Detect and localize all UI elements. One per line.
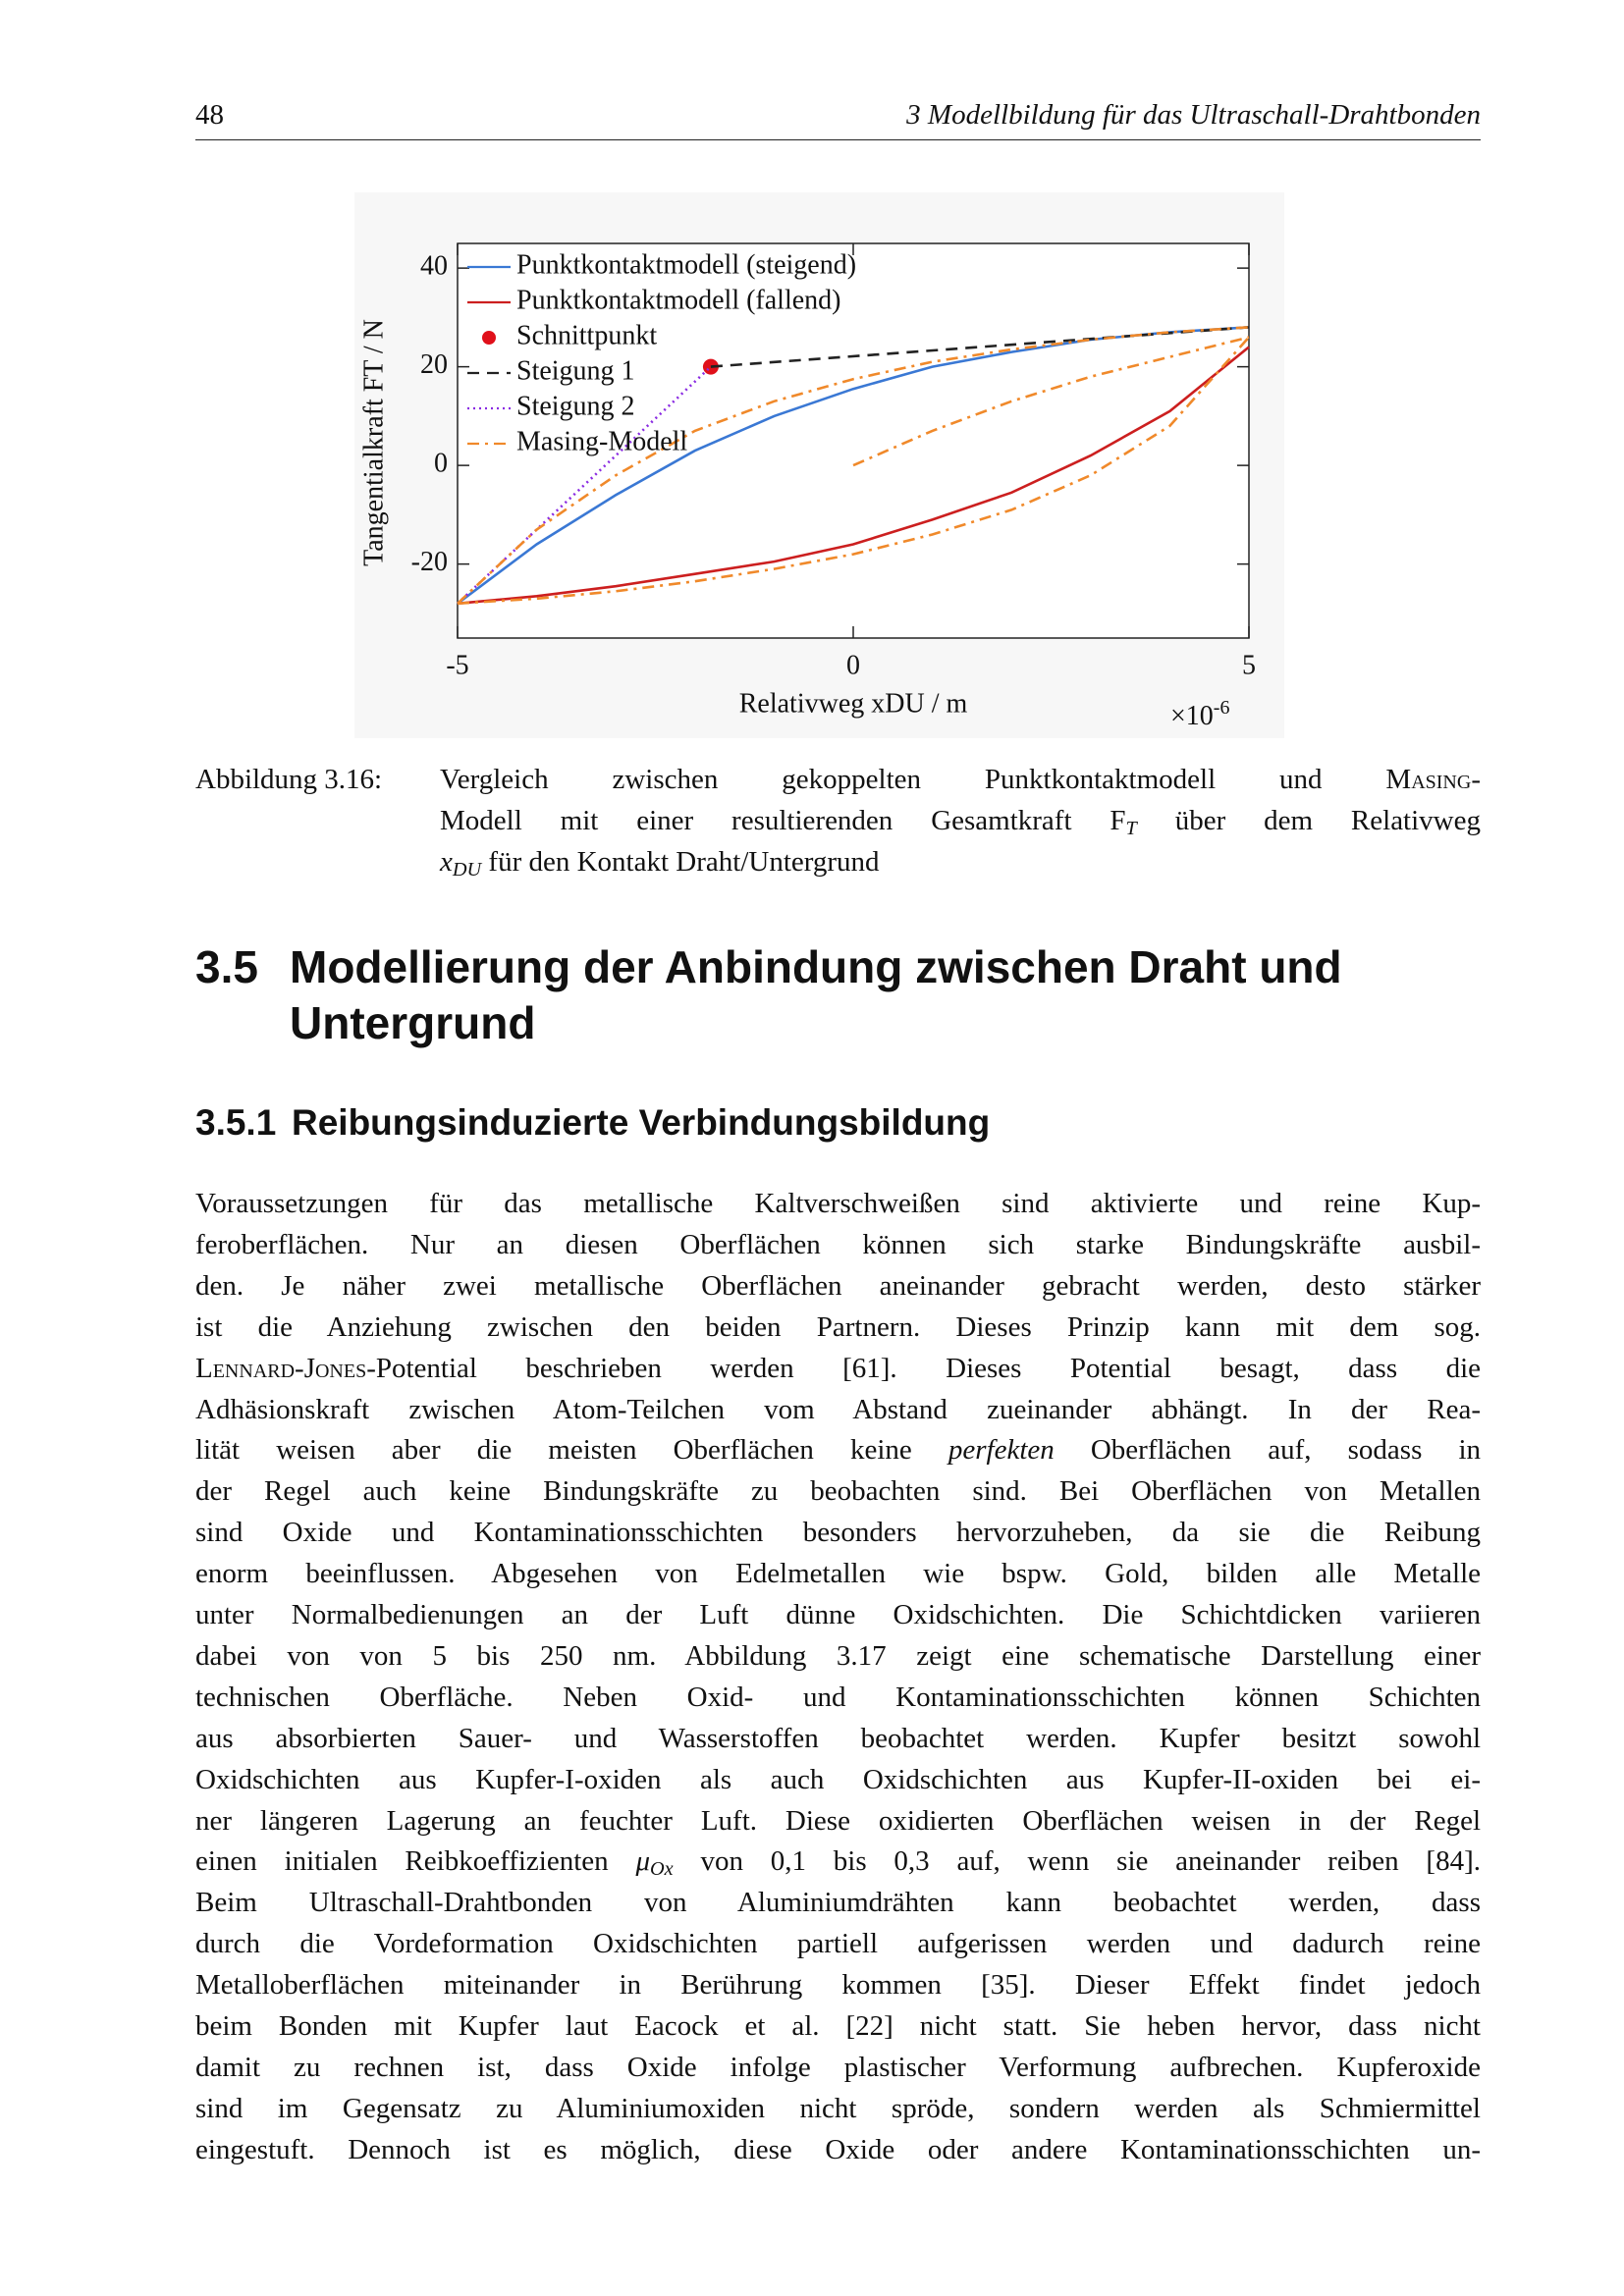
legend-label: Punktkontaktmodell (steigend) [516, 249, 856, 280]
text-line: xDU für den Kontakt Draht/Untergrund [440, 841, 1481, 890]
x-axis-label: Relativweg xDU / m [739, 688, 968, 719]
x-tick-label: 5 [1242, 650, 1256, 680]
text-line: unter Normalbedienungen an der Luft dünn… [195, 1599, 1481, 1630]
text-span: für den Kontakt Draht/Untergrund [481, 846, 880, 878]
legend-label: Punktkontaktmodell (fallend) [516, 285, 841, 315]
text-line: ist die Anziehung zwischen den beiden Pa… [195, 1310, 1481, 1343]
y-tick-label: 40 [420, 251, 448, 282]
text-line: aus absorbierten Sauer- und Wasserstoffe… [195, 1722, 1481, 1754]
text-line: durch die Vordeformation Oxidschichten p… [195, 1928, 1481, 1960]
legend-label: Masing-Modell [516, 426, 687, 456]
text-line: enorm beeinflussen. Abgesehen von Edelme… [195, 1558, 1481, 1590]
chart: -20 0 20 40 -5 0 5 Relativweg xDU / m Tangential… [354, 192, 1284, 738]
x-scale-base: ×10 [1170, 701, 1214, 731]
text-span: Oberflächen auf, sodass in [1054, 1434, 1481, 1467]
x-scale-label: ×10-6 [1170, 697, 1229, 732]
text-line: Metalloberflächen miteinander in Berühru… [195, 1969, 1481, 2002]
series-line [457, 326, 1250, 605]
text-span: x [440, 846, 453, 878]
text-line: Oxidschichten aus Kupfer-I-oxiden als au… [195, 1763, 1481, 1795]
text-line: Lennard-Jones-Potential beschrieben werd… [195, 1348, 1481, 1389]
running-title: 3 Modellbildung für das Ultraschall-Drah… [906, 99, 1481, 131]
text-line: eingestuft. Dennoch ist es möglich, dies… [195, 2133, 1481, 2165]
text-span: -Potential beschrieben werden [61]. Dies… [366, 1352, 1481, 1384]
text-span: Lennard-Jones [195, 1352, 367, 1384]
text-line: damit zu rechnen ist, dass Oxide infolge… [195, 2051, 1481, 2083]
y-tick-label: -20 [411, 547, 448, 577]
text-span: über dem Relativweg [1136, 805, 1481, 836]
text-line: sind Oxide und Kontaminationsschichten b… [195, 1517, 1481, 1549]
series-line [457, 346, 1250, 606]
section-number: 3.5 [195, 941, 258, 992]
text-line: den. Je näher zwei metallische Oberfläch… [195, 1269, 1481, 1302]
text-line: dabei von von 5 bis 250 nm. Abbildung 3.… [195, 1639, 1481, 1672]
series-line [457, 365, 712, 605]
text-span: Masing [1385, 764, 1472, 795]
text-span: Ox [650, 1858, 674, 1881]
legend-label: Steigung 1 [516, 355, 635, 386]
y-axis-label: Tangentialkraft FT / N [358, 319, 389, 566]
caption-label: Abbildung 3.16: [195, 764, 383, 795]
text-line: feroberflächen. Nur an diesen Oberfläche… [195, 1228, 1481, 1260]
section-title: Untergrund [290, 997, 536, 1048]
legend-label: Steigung 2 [516, 391, 635, 421]
text-line: einen initialen Reibkoeffizienten μOx vo… [195, 1841, 1481, 1890]
text-line: Adhäsionskraft zwischen Atom-Teilchen vo… [195, 1393, 1481, 1425]
text-line: technischen Oberfläche. Neben Oxid- und … [195, 1681, 1481, 1713]
text-line: Vergleich zwischen gekoppelten Punktkont… [440, 759, 1481, 800]
legend-marker [482, 331, 496, 345]
y-tick-label: 20 [420, 349, 448, 380]
text-span: lität weisen aber die meisten Oberfläche… [195, 1434, 948, 1467]
text-span: DU [452, 859, 482, 881]
text-line: ner längeren Lagerung an feuchter Luft. … [195, 1804, 1481, 1837]
text-span: einen initialen Reibkoeffizienten [195, 1845, 636, 1878]
page-number: 48 [195, 99, 224, 131]
subsection-title: Reibungsinduzierte Verbindungsbildung [292, 1102, 991, 1143]
text-line: Voraussetzungen für das metallische Kalt… [195, 1188, 1481, 1219]
text-span: μ [635, 1845, 650, 1878]
series-line [710, 326, 1250, 368]
text-line: der Regel auch keine Bindungskräfte zu b… [195, 1475, 1481, 1508]
subsection-number: 3.5.1 [195, 1102, 277, 1143]
text-line: beim Bonden mit Kupfer laut Eacock et al… [195, 2010, 1481, 2042]
legend-label: Schnittpunkt [516, 320, 657, 350]
text-span: Modell mit einer resultierenden Gesamtkr… [440, 805, 1126, 836]
series-line [457, 326, 1250, 606]
header-rule [195, 139, 1481, 140]
x-scale-exponent: -6 [1214, 697, 1230, 719]
text-line: lität weisen aber die meisten Oberfläche… [195, 1429, 1481, 1470]
y-tick-label: 0 [434, 449, 448, 479]
text-span: perfekten [947, 1434, 1055, 1467]
text-span: Vergleich zwischen gekoppelten Punktkont… [440, 764, 1386, 795]
x-tick-label: 0 [846, 650, 860, 680]
text-span: T [1125, 818, 1137, 840]
section-title: Modellierung der Anbindung zwischen Drah… [290, 941, 1342, 992]
text-line: Beim Ultraschall-Drahtbonden von Alumini… [195, 1887, 1481, 1919]
text-span: von 0,1 bis 0,3 auf, wenn sie aneinander… [673, 1845, 1481, 1878]
text-line: sind im Gegensatz zu Aluminiumoxiden nic… [195, 2092, 1481, 2124]
text-line: Modell mit einer resultierenden Gesamtkr… [440, 800, 1481, 849]
x-tick-label: -5 [446, 650, 468, 680]
text-span: - [1471, 764, 1481, 795]
